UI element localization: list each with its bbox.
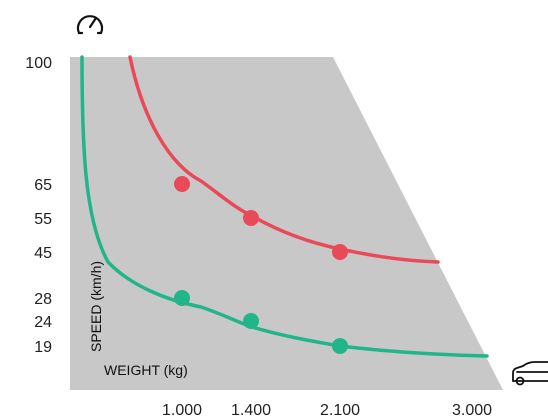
x-tick-label-0: 1.000 (162, 402, 202, 419)
series-curve-green (80, 55, 489, 358)
y-tick-label-3: 45 (34, 245, 52, 262)
data-point-0-2 (332, 244, 348, 260)
x-tick-label-1: 1.400 (231, 402, 271, 419)
speedometer-icon (76, 15, 104, 35)
y-axis-title: SPEED (km/h) (88, 261, 104, 352)
data-point-1-0 (174, 290, 190, 306)
y-tick-label-4: 55 (34, 211, 52, 228)
x-tick-label-2: 2.100 (320, 402, 360, 419)
x-tick-label-3: 3.000 (452, 402, 492, 419)
data-point-0-0 (174, 176, 190, 192)
data-point-0-1 (243, 210, 259, 226)
y-tick-label-0: 19 (34, 339, 52, 356)
y-tick-label-6: 100 (25, 55, 52, 72)
y-tick-label-2: 28 (34, 291, 52, 308)
car-icon (512, 361, 548, 386)
data-point-1-1 (243, 313, 259, 329)
y-tick-label-5: 65 (34, 177, 52, 194)
data-point-1-2 (332, 338, 348, 354)
chart-region (70, 57, 503, 390)
y-tick-label-1: 24 (34, 314, 52, 331)
x-axis-title: WEIGHT (kg) (104, 362, 188, 378)
